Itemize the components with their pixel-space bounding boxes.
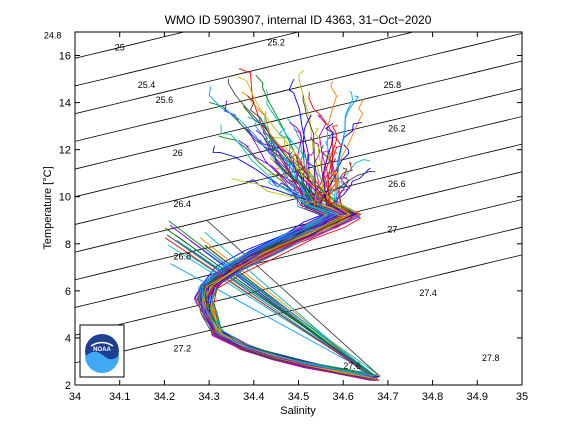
- profile-line-79: [198, 128, 373, 378]
- x-tick-label: 34.2: [154, 391, 175, 403]
- y-tick-label: 4: [65, 333, 71, 345]
- isopycnal-label-14: 27.6: [343, 361, 361, 371]
- x-tick-label: 35: [516, 391, 528, 403]
- isopycnal-label-6: 26: [173, 148, 183, 158]
- isopycnal-label-4: 25.6: [156, 95, 174, 105]
- profile-line-66: [198, 171, 376, 382]
- y-tick-label: 6: [65, 286, 71, 298]
- isopycnal-label-8: 26.4: [174, 199, 192, 209]
- y-tick-label: 2: [65, 380, 71, 392]
- isopycnal-line-6: [75, 32, 415, 115]
- chart-title: WMO ID 5903907, internal ID 4363, 31−Oct…: [165, 13, 432, 27]
- x-tick-label: 34.4: [243, 391, 264, 403]
- isopycnal-line-11: [75, 143, 522, 253]
- isopycnal-label-3: 25.4: [138, 80, 156, 90]
- profile-lines: [164, 68, 381, 382]
- x-tick-label: 34.9: [467, 391, 488, 403]
- noaa-logo-gull: [90, 341, 114, 347]
- isopycnal-line-13: [75, 199, 522, 308]
- y-tick-label: 14: [59, 98, 71, 110]
- isopycnal-label-13: 27.4: [419, 288, 437, 298]
- x-tick-label: 34.3: [198, 391, 219, 403]
- y-axis-label: Temperature [°C]: [42, 166, 54, 249]
- x-axis-label: Salinity: [280, 405, 316, 417]
- profile-line-78: [193, 127, 375, 378]
- isopycnal-label-1: 25: [115, 42, 125, 52]
- y-tick-label: 8: [65, 239, 71, 251]
- x-tick-label: 34.5: [288, 391, 309, 403]
- isopycnal-line-15: [75, 254, 522, 364]
- isopycnal-label-9: 26.6: [388, 179, 406, 189]
- x-tick-label: 34.1: [109, 391, 130, 403]
- isopycnal-line-7: [75, 32, 522, 142]
- noaa-logo-wave: [85, 351, 120, 374]
- noaa-logo-text: NOAA: [93, 347, 111, 353]
- isopycnal-label-2: 25.2: [267, 38, 285, 48]
- isopycnal-line-10: [75, 116, 522, 225]
- x-tick-label: 34.7: [377, 391, 398, 403]
- isopycnal-line-5: [75, 32, 301, 87]
- isopycnal-line-12: [75, 171, 522, 281]
- x-tick-label: 34: [69, 391, 81, 403]
- x-tick-label: 34.6: [332, 391, 353, 403]
- isopycnal-label-15: 27.8: [482, 353, 500, 363]
- profile-line-76: [203, 95, 376, 380]
- y-tick-label: 10: [59, 192, 71, 204]
- y-tick-label: 12: [59, 145, 71, 157]
- axis-ticks: 34 34.1 34.2 34.3 34.4 34.5 34.6 34.7 34.8 34.9 35…: [59, 32, 528, 403]
- isopycnal-line-8: [75, 60, 522, 170]
- isopycnal-label-7: 26.2: [388, 123, 406, 133]
- isopycnal-label-12: 27.2: [174, 344, 192, 354]
- isopycnal-label-5: 25.8: [384, 80, 402, 90]
- x-tick-label: 34.8: [422, 391, 443, 403]
- isopycnal-label-0: 24.8: [44, 31, 62, 41]
- isopycnal-labels: 24.8 25 25.2 25.425.6 25.8 26 26.2 26.4 26.6 26.8…: [44, 31, 500, 372]
- y-tick-label: 16: [59, 51, 71, 63]
- isopycnal-label-10: 26.8: [174, 252, 192, 262]
- noaa-logo: NOAA: [79, 324, 125, 378]
- isopycnal-label-11: 27: [387, 225, 397, 235]
